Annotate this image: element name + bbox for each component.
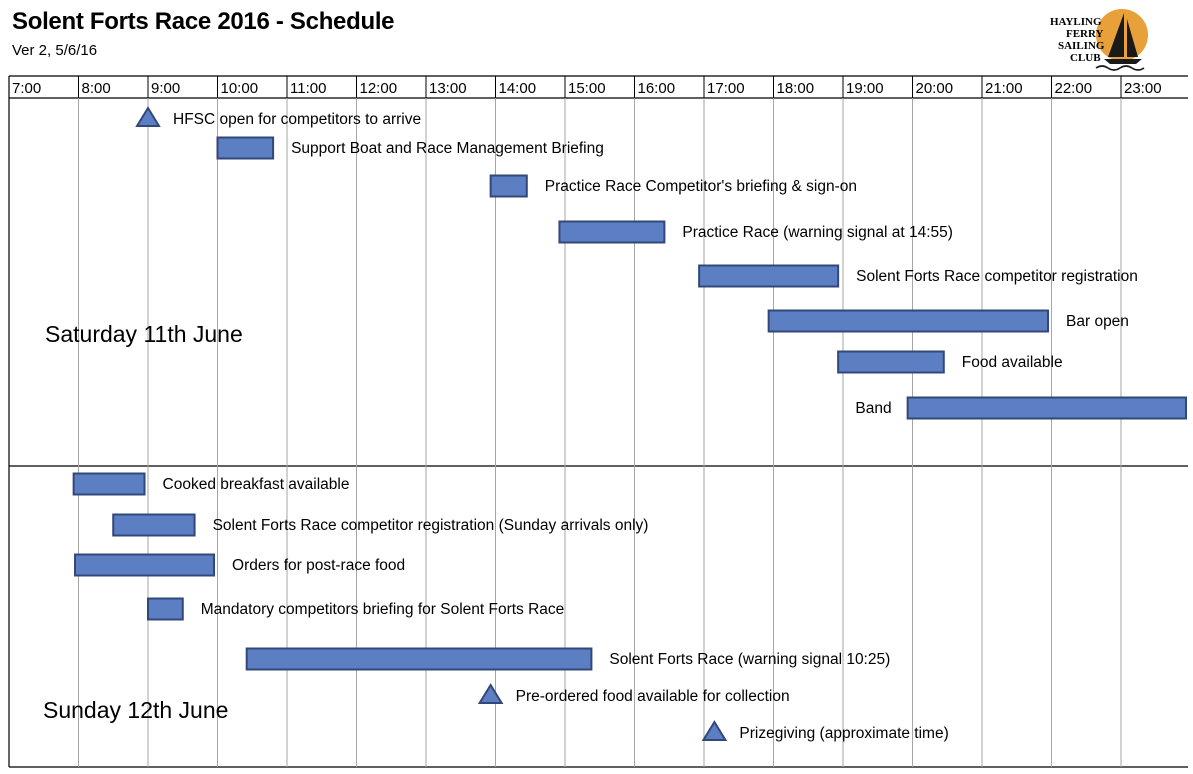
event-bar [216, 136, 275, 160]
club-logo: HAYLING FERRY SAILING CLUB [1050, 9, 1148, 71]
logo-sail-icon [1108, 13, 1124, 57]
event-label: Bar open [1066, 313, 1129, 330]
hour-tick-label: 17:00 [707, 80, 745, 97]
event-bar [112, 513, 196, 537]
logo-sail-icon [1127, 19, 1138, 57]
hour-tick-label: 9:00 [151, 80, 180, 97]
event-bar [837, 350, 945, 374]
hour-tick-label: 14:00 [499, 80, 537, 97]
hour-tick-label: 16:00 [638, 80, 676, 97]
hour-tick-label: 10:00 [221, 80, 259, 97]
event-label: Solent Forts Race competitor registratio… [856, 268, 1138, 285]
event-label: Solent Forts Race competitor registratio… [213, 517, 649, 534]
page-title: Solent Forts Race 2016 - Schedule [12, 8, 395, 35]
version-text: Ver 2, 5/6/16 [12, 42, 98, 59]
milestone-marker [477, 683, 504, 704]
event-bar [72, 472, 146, 496]
event-bar [489, 174, 528, 198]
event-bar [245, 647, 593, 671]
day-label-saturday: Saturday 11th June [45, 321, 243, 347]
logo-text: CLUB [1070, 52, 1101, 64]
event-bar [906, 396, 1187, 420]
logo-wave-icon [1095, 65, 1145, 71]
event-label: Solent Forts Race (warning signal 10:25) [609, 651, 890, 668]
event-label: Prizegiving (approximate time) [739, 725, 948, 742]
hour-tick-label: 23:00 [1124, 80, 1162, 97]
event-bar [147, 597, 184, 621]
logo-text: HAYLING [1050, 16, 1102, 28]
day-label-sunday: Sunday 12th June [43, 697, 228, 723]
hour-tick-label: 13:00 [429, 80, 467, 97]
event-label: Support Boat and Race Management Briefin… [291, 140, 604, 157]
hour-tick-label: 11:00 [290, 80, 326, 97]
hour-tick-label: 19:00 [846, 80, 884, 97]
hour-tick-label: 20:00 [916, 80, 954, 97]
event-bar [698, 264, 840, 288]
logo-text: FERRY [1066, 28, 1104, 40]
time-axis: 7:00 8:00 9:00 10:00 11:00 12:00 13:00 14:00 15:… [12, 80, 1162, 97]
grid-lines [8, 75, 1188, 768]
hour-tick-label: 21:00 [985, 80, 1023, 97]
event-label: Pre-ordered food available for collectio… [516, 688, 790, 705]
event-bar [558, 220, 666, 244]
event-bar [74, 553, 216, 577]
event-label: Orders for post-race food [232, 557, 405, 574]
hour-tick-label: 8:00 [82, 80, 111, 97]
hour-tick-label: 18:00 [777, 80, 815, 97]
milestone-marker [701, 720, 728, 741]
event-label: Practice Race (warning signal at 14:55) [682, 224, 953, 241]
event-label: Mandatory competitors briefing for Solen… [201, 601, 565, 618]
milestone-marker [135, 106, 161, 127]
hour-tick-label: 7:00 [12, 80, 41, 97]
hour-tick-label: 22:00 [1055, 80, 1093, 97]
event-label: Practice Race Competitor's briefing & si… [545, 178, 857, 195]
logo-hull-icon [1104, 59, 1142, 64]
hour-tick-label: 15:00 [568, 80, 606, 97]
event-bar [767, 309, 1050, 333]
hour-tick-label: 12:00 [360, 80, 398, 97]
event-label: Food available [962, 354, 1063, 371]
event-label: Cooked breakfast available [163, 476, 350, 493]
events-layer: HFSC open for competitors to arrive Suppo… [72, 106, 1187, 742]
logo-text: SAILING [1058, 40, 1105, 52]
event-label: Band [855, 400, 891, 417]
event-label: HFSC open for competitors to arrive [173, 111, 421, 128]
